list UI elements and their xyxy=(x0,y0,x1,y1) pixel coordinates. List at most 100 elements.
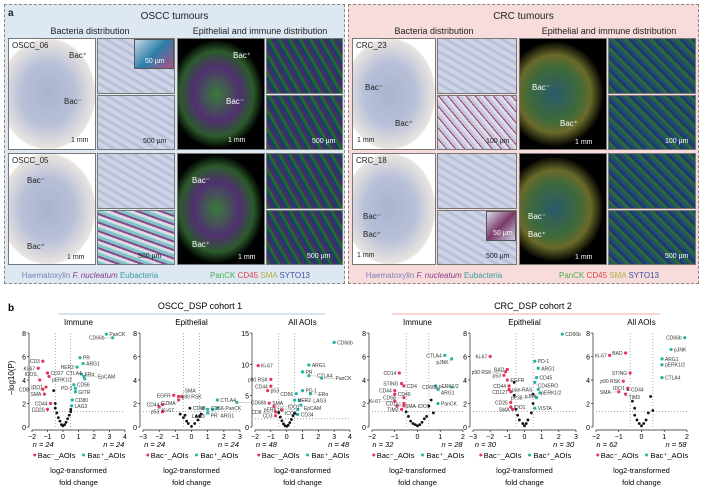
bac-neg-point xyxy=(628,371,632,375)
oscc-panel: a OSCC tumours Bacteria distribution Epi… xyxy=(4,4,345,284)
x-tick-label: −1 xyxy=(615,434,623,441)
ns-point xyxy=(651,409,655,412)
point-label: Ki-67 xyxy=(261,364,273,370)
legend-neg-label: Bac⁻_AOIs xyxy=(38,451,76,460)
n-bac-neg: n = 24 xyxy=(144,440,165,449)
bac-neg-point xyxy=(623,351,628,355)
bac-pos-label: Bac⁺ xyxy=(363,230,382,239)
bac-neg-label: Bac⁻ xyxy=(64,97,83,106)
bac-neg-point xyxy=(402,401,406,406)
ns-point xyxy=(404,410,408,414)
point-label: LAG3 xyxy=(75,404,88,410)
x-tick-label: 0 xyxy=(61,434,65,441)
point-label: PD-1 xyxy=(61,386,73,392)
ns-point xyxy=(190,425,193,428)
point-label: ERα xyxy=(85,372,95,378)
legend-pos-marker xyxy=(645,453,648,457)
ns-point xyxy=(291,414,295,418)
y-tick-label: 8 xyxy=(586,331,590,338)
oscc05-if-zoom-neg xyxy=(266,153,343,209)
sample-label: OSCC_05 xyxy=(12,156,49,165)
point-label: CD66b xyxy=(565,332,581,338)
point-label: CD56 xyxy=(211,406,224,412)
ns-point xyxy=(186,422,190,425)
point-label: Ki-67 xyxy=(595,353,607,359)
ns-point xyxy=(416,424,419,428)
point-label: EGFR xyxy=(510,378,524,384)
n-bac-pos: n = 48 xyxy=(328,440,350,449)
x-tick-label: −2 xyxy=(592,434,600,441)
bac-neg-point xyxy=(273,414,278,418)
legend-neg-marker xyxy=(479,453,483,457)
legend-pos-label: Bac⁺_AOIs xyxy=(534,451,572,460)
ns-point xyxy=(646,411,650,415)
bac-neg-point xyxy=(509,390,513,394)
ns-point xyxy=(631,399,634,403)
ns-point xyxy=(422,417,426,421)
scale-bar: 50 µm xyxy=(493,230,513,237)
x-axis-label: fold change xyxy=(398,478,437,487)
point-label: CD66b xyxy=(89,336,105,342)
x-axis-label: fold change xyxy=(59,478,98,487)
ns-point xyxy=(55,411,59,415)
point-label: p53 xyxy=(493,373,502,379)
bac-pos-point xyxy=(81,361,85,366)
x-tick-label: −2 xyxy=(368,434,376,441)
bac-pos-point xyxy=(436,387,440,391)
ns-point xyxy=(58,419,62,423)
bac-neg-point xyxy=(505,367,509,372)
ns-point xyxy=(429,398,433,402)
legend-haematoxylin: Haematoxylin xyxy=(21,271,71,280)
label-leader-line xyxy=(300,404,304,409)
label-leader-line xyxy=(37,374,40,381)
y-tick-label: 6 xyxy=(362,355,366,362)
ns-point xyxy=(52,389,56,392)
legend-fnucleatum: F. nucleatum xyxy=(416,271,462,280)
bac-neg-point xyxy=(505,378,509,382)
point-label: CTLA4 xyxy=(317,374,333,380)
bac-pos-point xyxy=(73,390,77,394)
bac-neg-point xyxy=(393,399,397,403)
point-label: pan-RAS xyxy=(512,387,533,393)
bac-pos-point xyxy=(104,332,108,336)
bac-neg-point xyxy=(393,388,397,393)
bac-pos-point xyxy=(78,356,82,360)
scale-bar: 500 µm xyxy=(143,138,167,145)
ns-point xyxy=(64,420,68,424)
bac-pos-point xyxy=(75,365,79,369)
point-label: STING xyxy=(612,371,627,377)
point-label: CD44 xyxy=(631,387,644,393)
point-label: SMA xyxy=(185,388,197,394)
point-label: CD8 xyxy=(19,387,29,393)
crc-title: CRC tumours xyxy=(493,11,554,22)
point-label: LAG3 xyxy=(192,414,205,420)
point-label: GITR xyxy=(78,390,90,396)
point-label: CD66b xyxy=(337,340,353,346)
ns-point xyxy=(182,416,185,419)
plot-title: All AOIs xyxy=(288,318,316,327)
sample-label: OSCC_06 xyxy=(12,41,49,50)
point-label: CD20 xyxy=(32,407,45,413)
bac-pos-point xyxy=(80,372,84,376)
x-tick-label: −3 xyxy=(139,434,147,441)
bac-neg-point xyxy=(49,401,53,406)
ns-point xyxy=(280,419,284,423)
ns-point xyxy=(409,419,413,423)
panel-label-a: a xyxy=(8,8,14,19)
bac-neg-point xyxy=(272,404,276,408)
point-label: ICOS xyxy=(285,411,298,417)
point-label: EGFR xyxy=(157,393,171,399)
bac-pos-point xyxy=(434,384,438,388)
ns-point xyxy=(277,411,281,414)
scale-bar: 1 mm xyxy=(238,254,256,261)
legend-neg-label: Bac⁻_AOIs xyxy=(484,451,522,460)
scale-bar: 500 µm xyxy=(307,253,331,260)
bac-neg-point xyxy=(399,407,404,411)
bac-pos-point xyxy=(534,376,539,380)
y-tick-label: 15 xyxy=(241,331,249,338)
scale-bar: 500 µm xyxy=(486,253,510,260)
bac-pos-point xyxy=(83,377,87,381)
point-label: CD127 xyxy=(492,390,508,396)
ns-point xyxy=(644,418,648,422)
bac-pos-point xyxy=(538,391,542,395)
